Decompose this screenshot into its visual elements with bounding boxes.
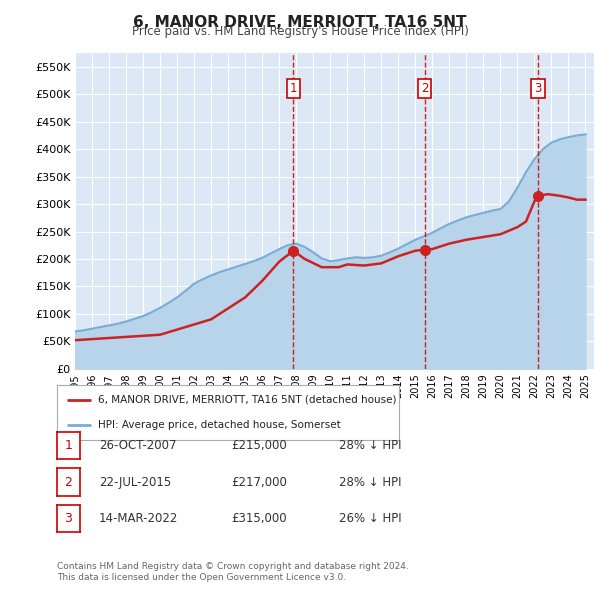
Text: 14-MAR-2022: 14-MAR-2022 — [99, 512, 178, 525]
Text: HPI: Average price, detached house, Somerset: HPI: Average price, detached house, Some… — [98, 420, 341, 430]
Text: 2: 2 — [421, 82, 428, 95]
Text: 1: 1 — [64, 439, 73, 452]
Text: £315,000: £315,000 — [231, 512, 287, 525]
Text: 2: 2 — [64, 476, 73, 489]
Text: 22-JUL-2015: 22-JUL-2015 — [99, 476, 171, 489]
Text: 6, MANOR DRIVE, MERRIOTT, TA16 5NT: 6, MANOR DRIVE, MERRIOTT, TA16 5NT — [133, 15, 467, 30]
Text: 3: 3 — [535, 82, 542, 95]
Text: 28% ↓ HPI: 28% ↓ HPI — [339, 439, 401, 452]
Text: 26% ↓ HPI: 26% ↓ HPI — [339, 512, 401, 525]
Text: Contains HM Land Registry data © Crown copyright and database right 2024.
This d: Contains HM Land Registry data © Crown c… — [57, 562, 409, 582]
Text: 28% ↓ HPI: 28% ↓ HPI — [339, 476, 401, 489]
Text: £215,000: £215,000 — [231, 439, 287, 452]
Text: 26-OCT-2007: 26-OCT-2007 — [99, 439, 176, 452]
Text: Price paid vs. HM Land Registry's House Price Index (HPI): Price paid vs. HM Land Registry's House … — [131, 25, 469, 38]
Text: 6, MANOR DRIVE, MERRIOTT, TA16 5NT (detached house): 6, MANOR DRIVE, MERRIOTT, TA16 5NT (deta… — [98, 395, 397, 405]
Text: £217,000: £217,000 — [231, 476, 287, 489]
Text: 3: 3 — [64, 512, 73, 525]
Text: 1: 1 — [290, 82, 297, 95]
